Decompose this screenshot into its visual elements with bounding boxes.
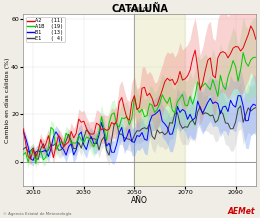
Text: AEMet: AEMet (227, 207, 255, 216)
Title: CATALUÑA: CATALUÑA (111, 4, 168, 14)
X-axis label: AÑO: AÑO (131, 196, 148, 205)
Text: ANUAL: ANUAL (128, 7, 151, 12)
Bar (134, 14, 185, 186)
Y-axis label: Cambio en días cálidos (%): Cambio en días cálidos (%) (4, 57, 10, 143)
Legend: A2   (11), A1B  (19), B1   (13), E1   ( 4): A2 (11), A1B (19), B1 (13), E1 ( 4) (26, 17, 65, 43)
Text: © Agencia Estatal de Meteorología: © Agencia Estatal de Meteorología (3, 212, 71, 216)
